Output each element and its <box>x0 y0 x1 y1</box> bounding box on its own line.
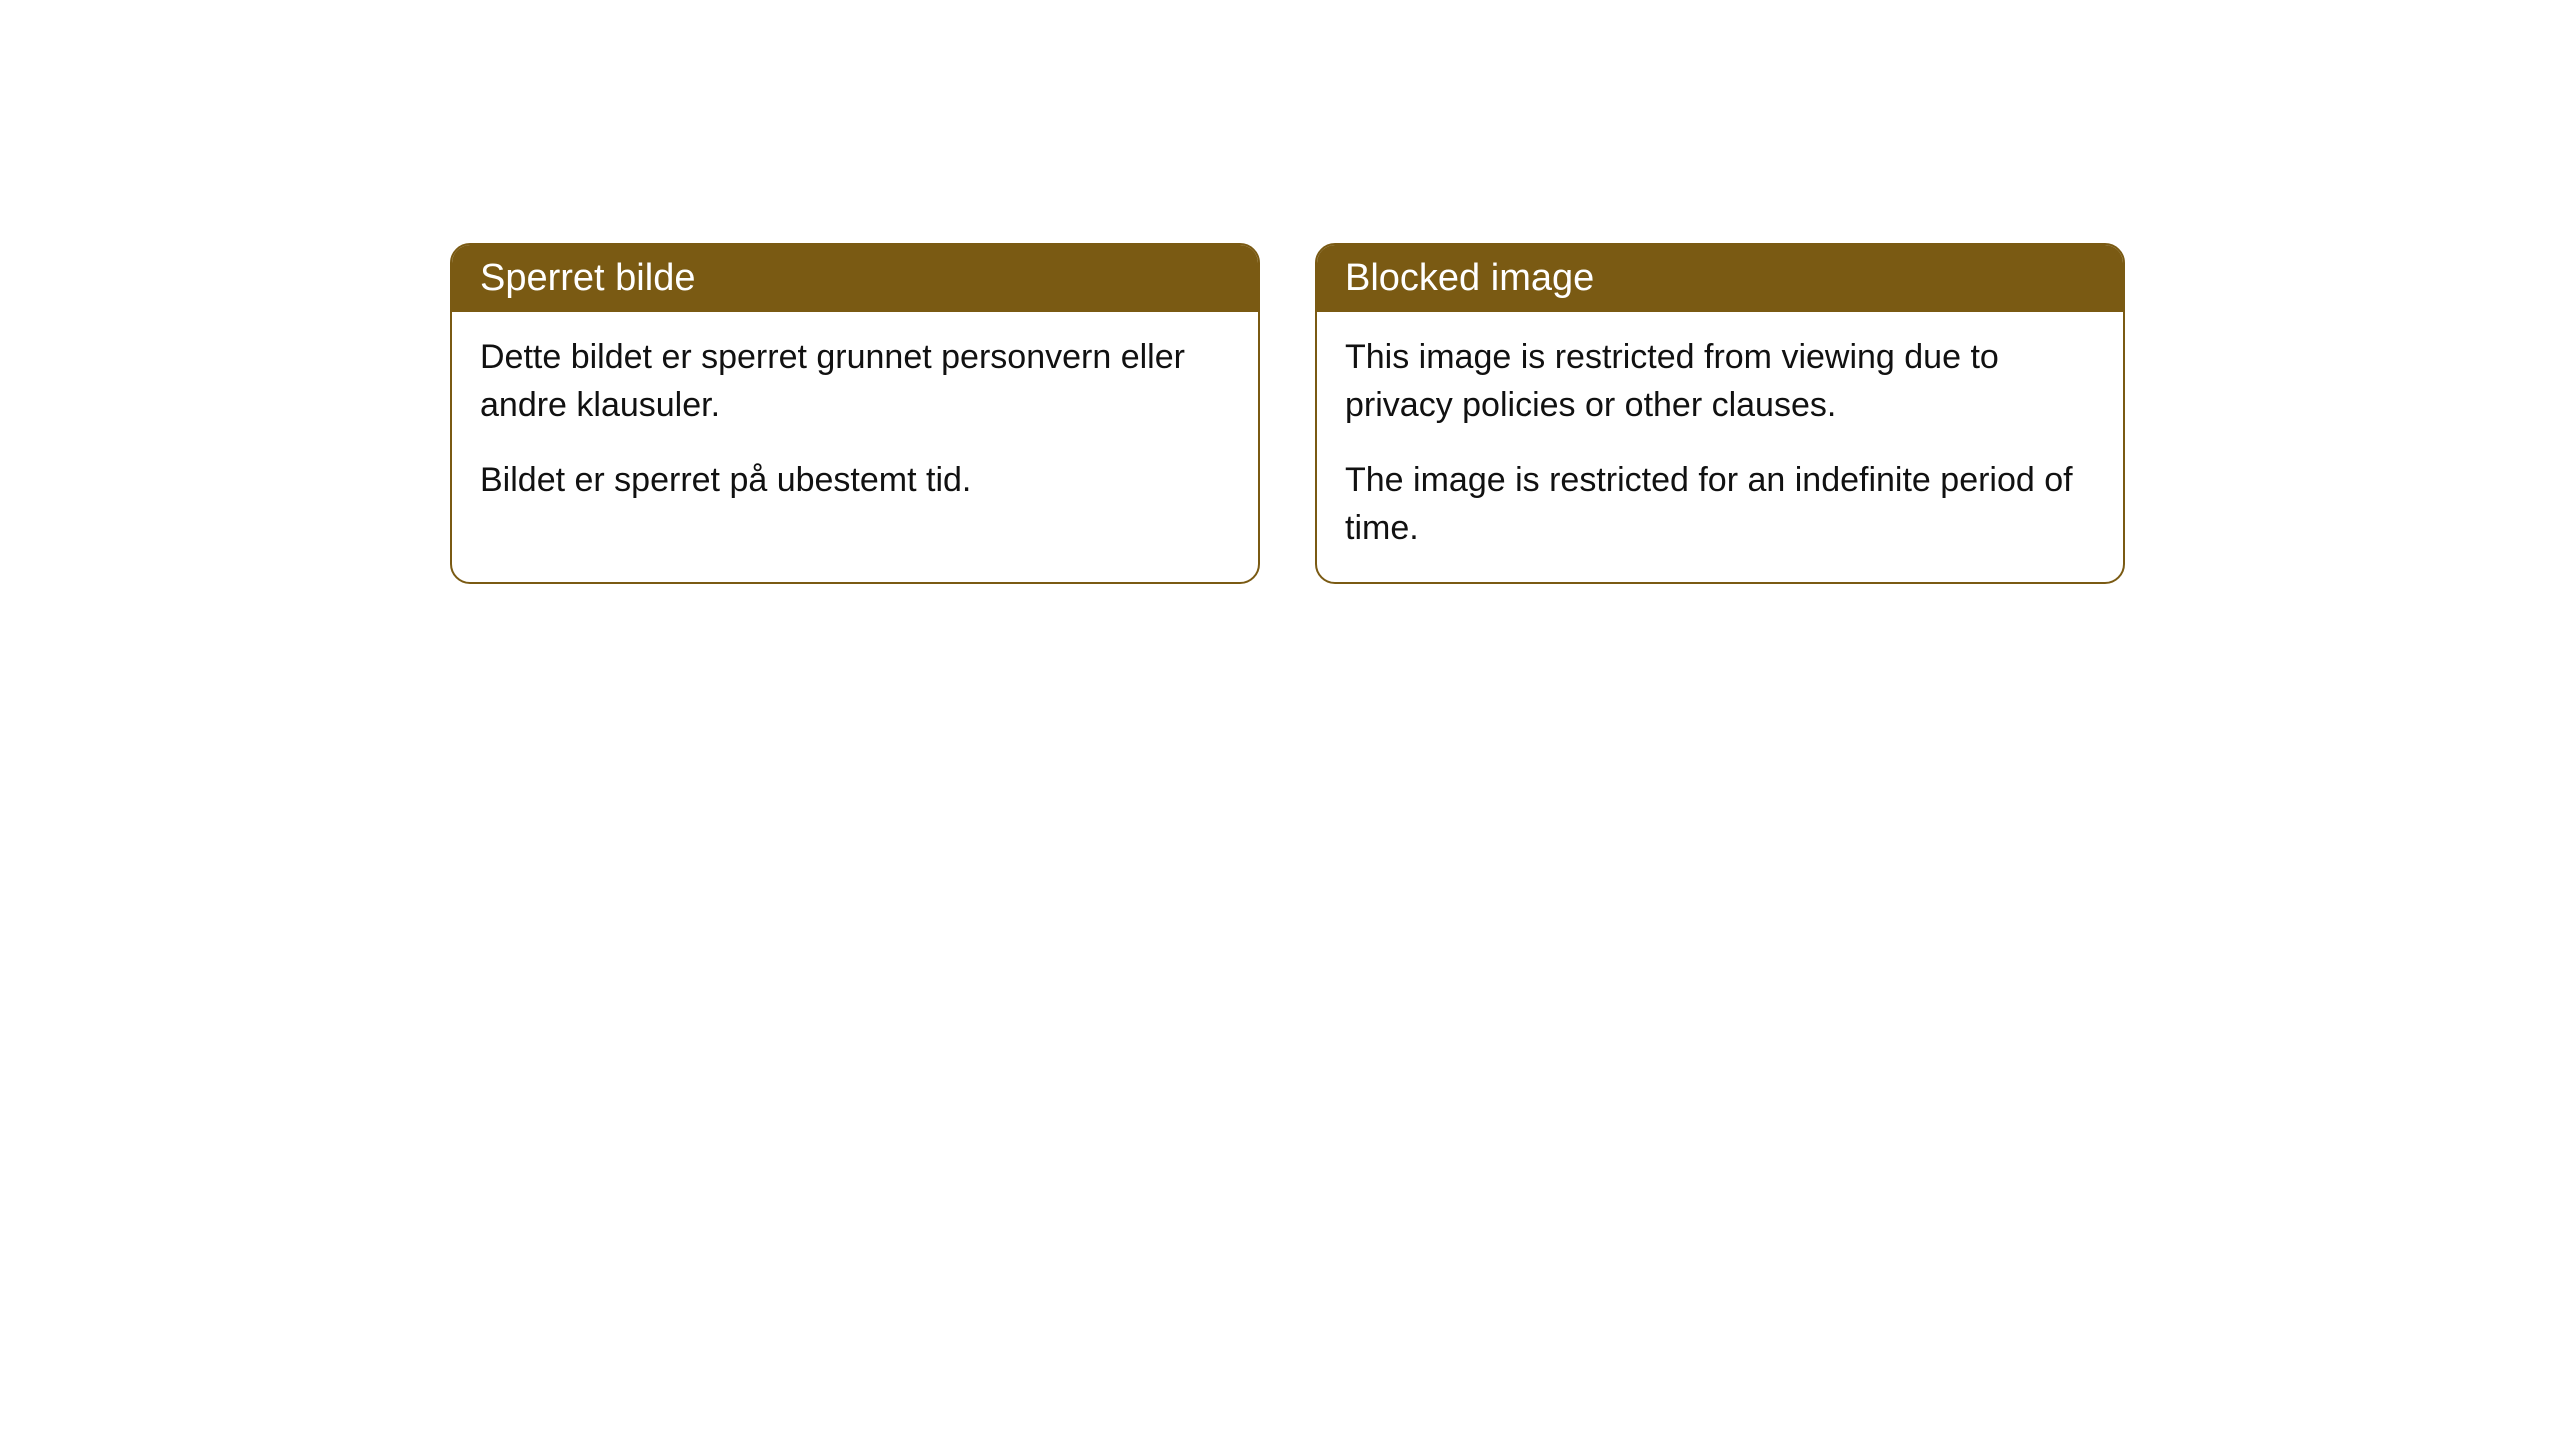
card-norwegian: Sperret bilde Dette bildet er sperret gr… <box>450 243 1260 584</box>
cards-container: Sperret bilde Dette bildet er sperret gr… <box>0 0 2560 584</box>
card-body-english: This image is restricted from viewing du… <box>1317 312 2123 582</box>
card-title: Blocked image <box>1345 257 1594 299</box>
card-english: Blocked image This image is restricted f… <box>1315 243 2125 584</box>
card-paragraph: Dette bildet er sperret grunnet personve… <box>480 334 1230 429</box>
card-paragraph: Bildet er sperret på ubestemt tid. <box>480 457 1230 505</box>
card-header-norwegian: Sperret bilde <box>452 245 1258 312</box>
card-paragraph: The image is restricted for an indefinit… <box>1345 457 2095 552</box>
card-title: Sperret bilde <box>480 257 695 299</box>
card-paragraph: This image is restricted from viewing du… <box>1345 334 2095 429</box>
card-header-english: Blocked image <box>1317 245 2123 312</box>
card-body-norwegian: Dette bildet er sperret grunnet personve… <box>452 312 1258 535</box>
